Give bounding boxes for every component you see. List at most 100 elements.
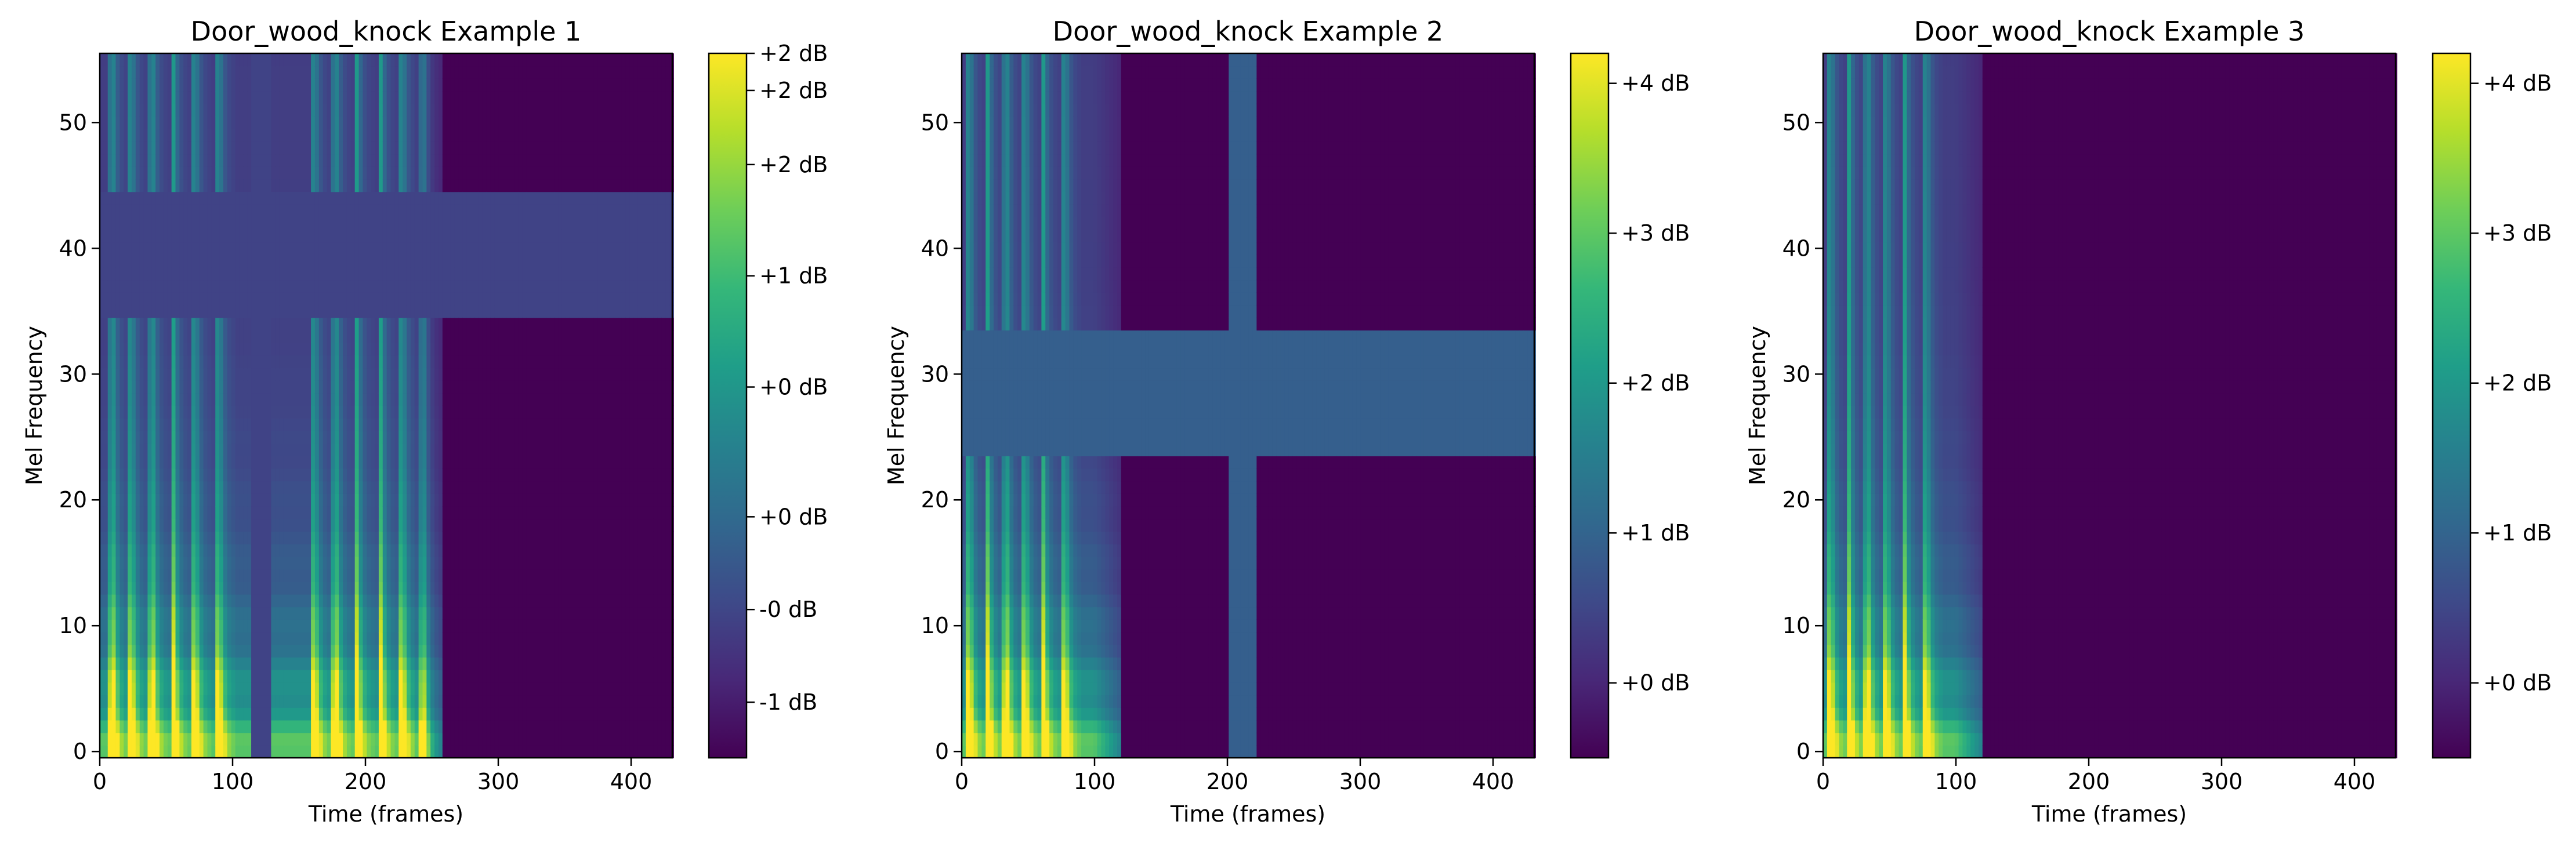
heatmap-cell: [131, 53, 136, 67]
heatmap-cell: [115, 481, 120, 494]
heatmap-cell: [191, 544, 196, 557]
heatmap-cell: [155, 594, 160, 608]
heatmap-cell: [147, 154, 152, 167]
heatmap-cell: [175, 103, 180, 117]
heatmap-cell: [187, 619, 192, 633]
heatmap-cell: [203, 707, 208, 721]
heatmap-cell: [100, 304, 104, 318]
heatmap-cell: [160, 204, 164, 217]
heatmap-cell: [147, 217, 152, 230]
heatmap-cell: [103, 380, 108, 394]
heatmap-cell: [155, 695, 160, 708]
heatmap-cell: [107, 141, 113, 155]
heatmap-cell: [183, 544, 188, 557]
heatmap-cell: [119, 670, 124, 683]
heatmap-cell: [175, 255, 180, 268]
heatmap-cell: [128, 78, 132, 92]
heatmap-cell: [100, 468, 104, 482]
heatmap-cell: [191, 745, 196, 758]
heatmap-cell: [119, 745, 124, 758]
heatmap-cell: [160, 644, 164, 658]
heatmap-cell: [135, 456, 140, 469]
heatmap-cell: [115, 606, 120, 620]
heatmap-cell: [139, 430, 144, 444]
heatmap-cell: [131, 304, 136, 318]
heatmap-cell: [151, 682, 156, 696]
heatmap-cell: [160, 418, 164, 431]
heatmap-cell: [135, 141, 140, 155]
heatmap-cell: [143, 103, 148, 117]
heatmap-cell: [107, 166, 113, 180]
heatmap-cell: [155, 66, 160, 79]
heatmap-cell: [135, 330, 140, 343]
heatmap-cell: [155, 355, 160, 369]
heatmap-cell: [163, 531, 168, 544]
heatmap-cell: [131, 91, 136, 104]
heatmap-cell: [143, 154, 148, 167]
heatmap-cell: [187, 456, 192, 469]
heatmap-cell: [187, 179, 192, 192]
heatmap-cell: [195, 330, 200, 343]
heatmap-cell: [131, 78, 136, 92]
heatmap-cell: [100, 594, 104, 608]
heatmap-cell: [167, 443, 172, 456]
heatmap-cell: [135, 317, 140, 330]
heatmap-cell: [135, 166, 140, 180]
heatmap-cell: [203, 91, 208, 104]
heatmap-cell: [187, 707, 192, 721]
heatmap-cell: [155, 330, 160, 343]
heatmap-cell: [131, 141, 136, 155]
heatmap-cell: [111, 355, 117, 369]
heatmap-cell: [160, 368, 164, 381]
heatmap-cell: [128, 657, 132, 670]
heatmap-cell: [179, 430, 184, 444]
heatmap-cell: [131, 255, 136, 268]
heatmap-cell: [107, 644, 113, 658]
heatmap-cell: [115, 518, 120, 532]
heatmap-cell: [111, 330, 117, 343]
heatmap-cell: [203, 166, 208, 180]
heatmap-cell: [179, 418, 184, 431]
heatmap-cell: [100, 707, 104, 721]
heatmap-cell: [111, 430, 117, 444]
heatmap-cell: [155, 418, 160, 431]
heatmap-cell: [187, 556, 192, 570]
heatmap-cell: [195, 242, 200, 255]
heatmap-cell: [111, 531, 117, 544]
heatmap-cell: [151, 229, 156, 243]
heatmap-cell: [139, 518, 144, 532]
heatmap-cell: [167, 292, 172, 306]
heatmap-cell: [155, 644, 160, 658]
heatmap-cell: [115, 594, 120, 608]
heatmap-cell: [151, 506, 156, 520]
heatmap-cell: [191, 606, 196, 620]
heatmap-cell: [160, 53, 164, 67]
heatmap-cell: [147, 644, 152, 658]
heatmap-cell: [151, 544, 156, 557]
heatmap-cell: [151, 732, 156, 746]
heatmap-cell: [155, 78, 160, 92]
heatmap-cell: [171, 644, 176, 658]
heatmap-cell: [160, 343, 164, 356]
heatmap-cell: [203, 380, 208, 394]
heatmap-cell: [155, 204, 160, 217]
heatmap-cell: [160, 129, 164, 142]
heatmap-cell: [203, 720, 208, 733]
heatmap-cell: [135, 304, 140, 318]
heatmap-cell: [143, 682, 148, 696]
heatmap-cell: [195, 481, 200, 494]
heatmap-cell: [135, 393, 140, 406]
heatmap-cell: [131, 242, 136, 255]
heatmap-cell: [199, 66, 204, 79]
heatmap-cell: [131, 606, 136, 620]
heatmap-cell: [147, 191, 152, 205]
heatmap-cell: [195, 695, 200, 708]
heatmap-cell: [111, 368, 117, 381]
heatmap-cell: [183, 468, 188, 482]
heatmap-cell: [135, 154, 140, 167]
heatmap-cell: [100, 606, 104, 620]
heatmap-cell: [147, 418, 152, 431]
heatmap-cell: [167, 430, 172, 444]
heatmap-cell: [191, 405, 196, 419]
heatmap-cell: [111, 53, 117, 67]
